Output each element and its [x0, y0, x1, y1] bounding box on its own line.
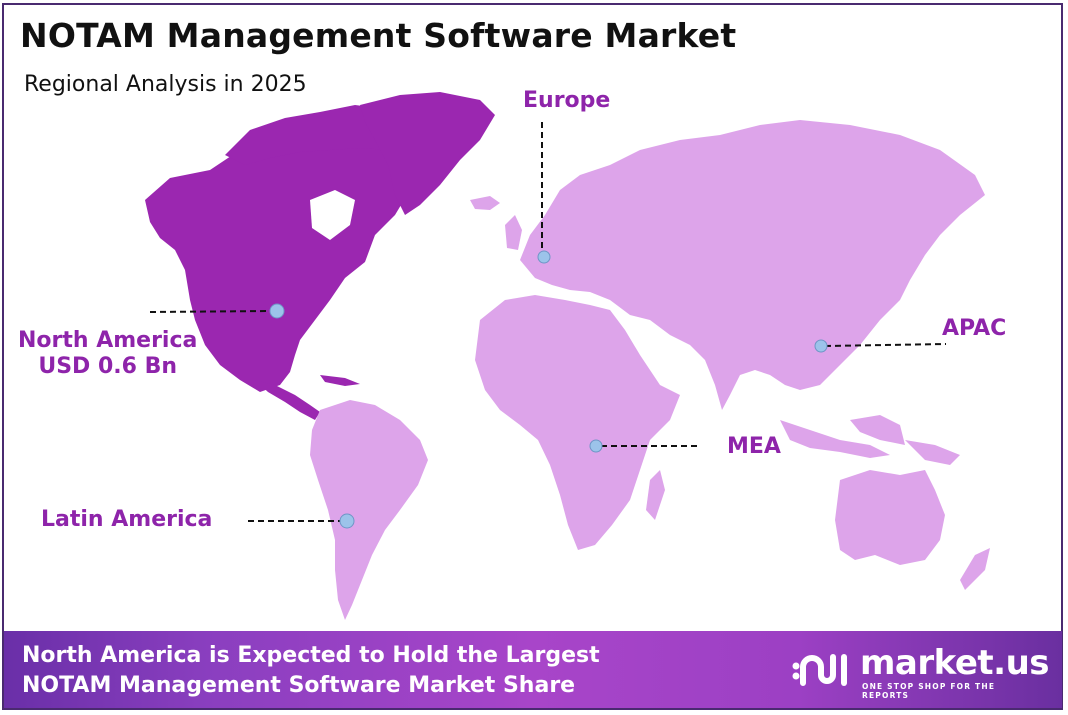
page-subtitle: Regional Analysis in 2025 — [24, 72, 307, 97]
marker-latin-america — [339, 513, 355, 529]
brand-logo[interactable]: market.us ONE STOP SHOP FOR THE REPORTS — [792, 643, 1050, 700]
footer-headline: North America is Expected to Hold the La… — [22, 641, 600, 701]
label-north-america: North America USD 0.6 Bn — [18, 328, 197, 381]
footer-line-2: NOTAM Management Software Market Share — [22, 673, 576, 698]
label-mea: MEA — [727, 434, 781, 459]
market-us-logo-icon — [792, 654, 847, 686]
region-markers — [269, 250, 828, 529]
label-north-america-value: USD 0.6 Bn — [38, 354, 178, 380]
page-title: NOTAM Management Software Market — [20, 16, 737, 55]
footer-banner: North America is Expected to Hold the La… — [4, 631, 1062, 708]
label-latin-america: Latin America — [41, 507, 213, 532]
marker-europe — [537, 250, 551, 264]
label-europe: Europe — [523, 88, 611, 113]
footer-line-1: North America is Expected to Hold the La… — [22, 643, 600, 668]
marker-apac — [814, 339, 828, 353]
north-america-landmass — [145, 92, 495, 420]
label-apac: APAC — [942, 316, 1007, 341]
world-map — [145, 92, 990, 620]
logo-tagline: ONE STOP SHOP FOR THE REPORTS — [862, 682, 996, 700]
leader-lines — [149, 122, 947, 522]
label-north-america-name: North America — [18, 328, 198, 353]
marker-north-america — [269, 303, 285, 319]
marker-mea — [589, 439, 603, 453]
logo-wordmark: market.us — [860, 643, 1050, 683]
other-landmass — [310, 120, 990, 620]
